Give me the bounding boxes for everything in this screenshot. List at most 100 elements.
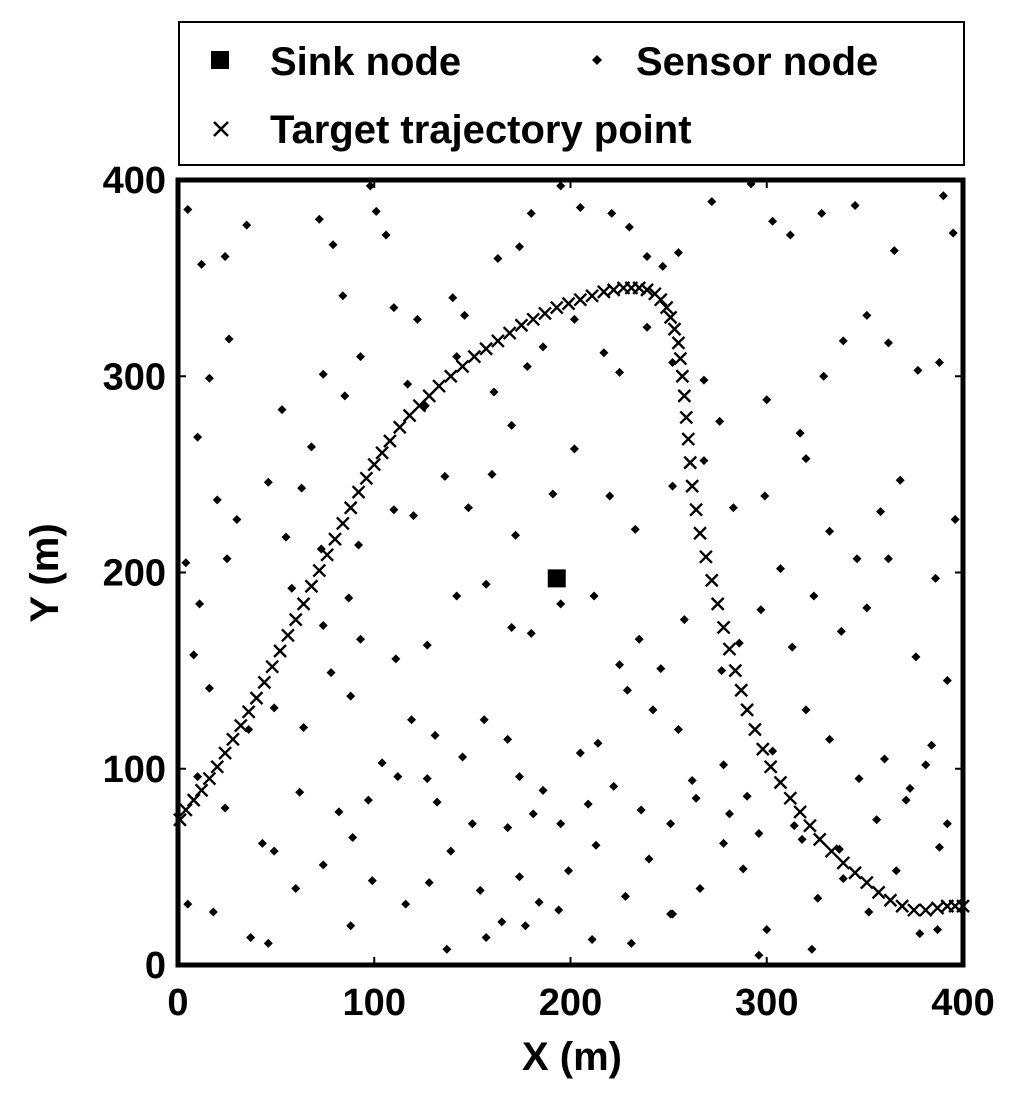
sensor-node-point (673, 725, 683, 734)
target-trajectory-point (202, 771, 217, 786)
target-trajectory-point (249, 691, 264, 705)
legend: Sink node Sensor node Target trajectory … (178, 21, 965, 166)
sensor-node-point (931, 573, 941, 583)
sensor-node-point (630, 524, 640, 534)
sensor-node-point (609, 781, 619, 791)
target-trajectory-point (343, 500, 358, 515)
sensor-node-point (183, 204, 193, 214)
sensor-node-point (938, 191, 948, 201)
sensor-node-point (850, 201, 860, 211)
sensor-node-point (257, 838, 267, 848)
target-trajectory-point (693, 526, 707, 541)
sensor-node-point (391, 654, 401, 664)
x-axis-label: X (m) (522, 1035, 622, 1079)
sensor-node-point (295, 787, 305, 797)
sensor-node-point (318, 620, 328, 630)
sensor-node-point (246, 933, 256, 943)
sensor-node-point (318, 860, 328, 870)
sensor-node-point (503, 823, 513, 833)
sensor-node-point (497, 917, 507, 927)
target-trajectory-point (663, 310, 678, 325)
sensor-node-point (569, 314, 579, 324)
target-trajectory-point (659, 300, 674, 315)
target-trajectory-point (675, 369, 690, 384)
sensor-node-point (367, 876, 377, 886)
target-trajectory-point (312, 563, 327, 578)
sensor-node-point (583, 799, 593, 809)
sensor-node-point (299, 723, 309, 733)
sensor-node-point (528, 809, 538, 819)
sensor-node-point (768, 746, 778, 756)
sink-node-point (547, 569, 566, 588)
sensor-node-point (728, 503, 738, 513)
sensor-node-point (921, 760, 931, 770)
legend-target-label: Target trajectory point (270, 108, 692, 152)
sensor-node-point (813, 893, 823, 903)
sensor-node-point (269, 703, 279, 713)
target-trajectory-point (296, 597, 311, 611)
legend-box (178, 21, 965, 166)
sensor-node-point (346, 921, 356, 931)
x-tick-label: 100 (343, 982, 406, 1024)
sensor-node-point (556, 599, 566, 609)
target-trajectory-point (455, 359, 470, 374)
target-trajectory-point (514, 318, 529, 333)
sensor-node-point (511, 530, 521, 540)
target-trajectory-point (793, 805, 807, 819)
sensor-node-point (719, 838, 729, 848)
target-trajectory-point (549, 300, 564, 315)
target-trajectory-point (443, 369, 458, 384)
sensor-node-point (422, 774, 432, 784)
sensor-node-point (620, 891, 630, 901)
sensor-node-point (587, 934, 597, 944)
sensor-node-point (356, 352, 366, 362)
sensor-node-point (446, 846, 456, 856)
sensor-node-point (589, 591, 599, 601)
sensor-node-point (838, 336, 848, 346)
sensor-node-point (481, 579, 491, 589)
sensor-node-point (687, 776, 697, 786)
target-trajectory-point (673, 351, 688, 366)
target-trajectory-point (288, 612, 303, 627)
sensor-node-point (526, 208, 536, 218)
sensor-node-point (807, 944, 817, 954)
sensor-node-point (424, 878, 434, 888)
sensor-node-point (691, 793, 701, 803)
sensor-node-point (934, 358, 944, 368)
sensor-node-point (314, 214, 324, 224)
sensor-node-point (263, 938, 273, 948)
sensor-node-point (754, 950, 764, 960)
sensor-node-point (626, 938, 636, 948)
sensor-node-point (287, 583, 297, 593)
sensor-node-point (754, 829, 764, 839)
target-trajectory-point (328, 532, 342, 546)
y-axis-label: Y (m) (23, 523, 67, 622)
sensor-node-point (212, 495, 222, 505)
y-tick-label: 200 (103, 553, 166, 595)
target-trajectory-point (640, 283, 654, 297)
target-trajectory-point (728, 663, 743, 678)
sensor-node-point (538, 342, 548, 352)
sensor-node-point (422, 640, 432, 650)
sensor-node-point (526, 628, 536, 638)
sensor-node-point (593, 738, 603, 748)
sensor-node-point (363, 795, 373, 805)
sensor-node-point (895, 475, 905, 485)
target-trajectory-point (241, 704, 256, 719)
axis-ticks: 0 100 200 300 400 0 100 200 300 400 (103, 160, 995, 1024)
target-trajectory-point (367, 457, 382, 472)
legend-sensor-marker (592, 55, 602, 65)
x-tick-label: 300 (735, 982, 798, 1024)
sensor-node-point (514, 242, 524, 252)
sensor-node-point (901, 795, 911, 805)
sensor-node-point (648, 705, 658, 715)
sensor-node-point (334, 807, 344, 817)
sensor-node-point (277, 405, 287, 415)
sensor-node-point (852, 554, 862, 564)
y-tick-label: 400 (103, 160, 166, 202)
sensor-node-point (440, 471, 450, 481)
target-trajectory-point (667, 322, 682, 336)
sensor-node-point (825, 734, 835, 744)
sensor-node-point (401, 899, 411, 909)
target-trajectory-point (226, 732, 240, 747)
